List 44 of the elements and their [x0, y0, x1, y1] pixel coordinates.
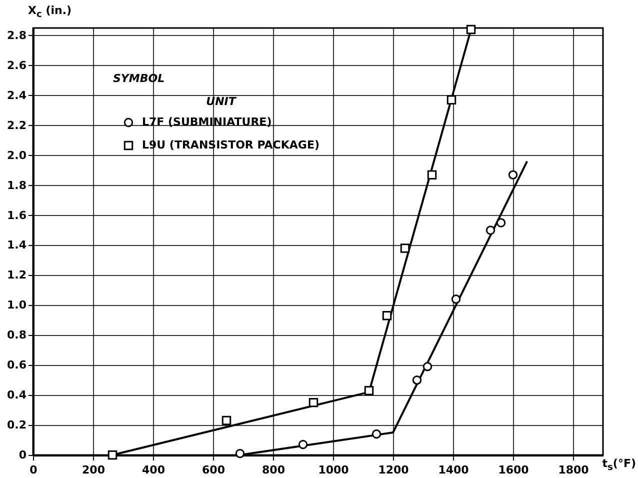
y-tick-label: 2.8	[7, 28, 26, 42]
y-tick-label: 0.4	[7, 388, 27, 402]
y-tick-label: 2.0	[7, 148, 27, 162]
x-tick-label: 800	[262, 464, 286, 476]
y-tick-label: 1.0	[7, 298, 27, 312]
point	[308, 398, 318, 408]
x-tick-label: 200	[82, 464, 106, 476]
point	[486, 226, 496, 235]
point	[222, 416, 232, 426]
point	[451, 294, 461, 304]
point	[235, 448, 245, 458]
point	[466, 24, 476, 34]
point	[382, 311, 392, 320]
y-tick-label: 1.2	[7, 268, 26, 282]
y-tick-label: 0.8	[7, 328, 26, 342]
y-tick-label: 1.8	[7, 178, 26, 192]
y-axis-title: X$_{c}$ (in.)	[28, 4, 72, 20]
x-tick-label: 400	[142, 464, 166, 476]
point	[427, 170, 437, 180]
point	[364, 386, 374, 396]
point	[412, 375, 422, 385]
x-tick-label: 600	[202, 464, 226, 476]
point	[400, 244, 410, 253]
point	[446, 95, 456, 105]
x-tick-label: 1800	[558, 464, 590, 476]
y-tick-label: 2.6	[7, 58, 27, 72]
x-tick-label: 1000	[318, 464, 350, 476]
y-tick-label: 2.4	[7, 88, 27, 102]
y-tick-label: 1.6	[7, 208, 27, 222]
point	[508, 170, 518, 180]
point	[422, 362, 432, 372]
y-tick-label: 0	[18, 448, 27, 462]
x-tick-label: 1600	[498, 464, 530, 476]
point	[298, 440, 308, 450]
y-tick-label: 2.2	[7, 118, 26, 132]
y-tick-label: 0.2	[7, 418, 26, 432]
x-axis-title: t$_{s}$(°F)	[602, 457, 636, 474]
x-tick-label: 1400	[438, 464, 470, 476]
y-tick-label: 1.4	[7, 238, 27, 252]
x-tick-label: 0	[30, 464, 38, 476]
point	[108, 450, 118, 460]
y-tick-label: 0.6	[7, 358, 27, 372]
x-tick-label: 1200	[378, 464, 410, 476]
point	[372, 429, 382, 439]
